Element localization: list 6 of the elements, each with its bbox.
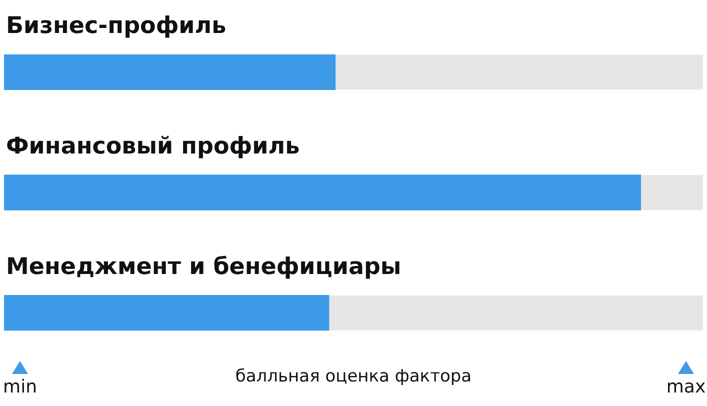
text: min (3, 376, 37, 398)
y-tick-label: Финансовый профиль (6, 133, 300, 160)
y-tick-label: Менеджмент и бенефициары (6, 254, 402, 280)
y-tick-label: Бизнес-профиль (6, 13, 226, 40)
text: max (666, 376, 706, 398)
x-axis-title: балльная оценка фактора (235, 366, 472, 386)
